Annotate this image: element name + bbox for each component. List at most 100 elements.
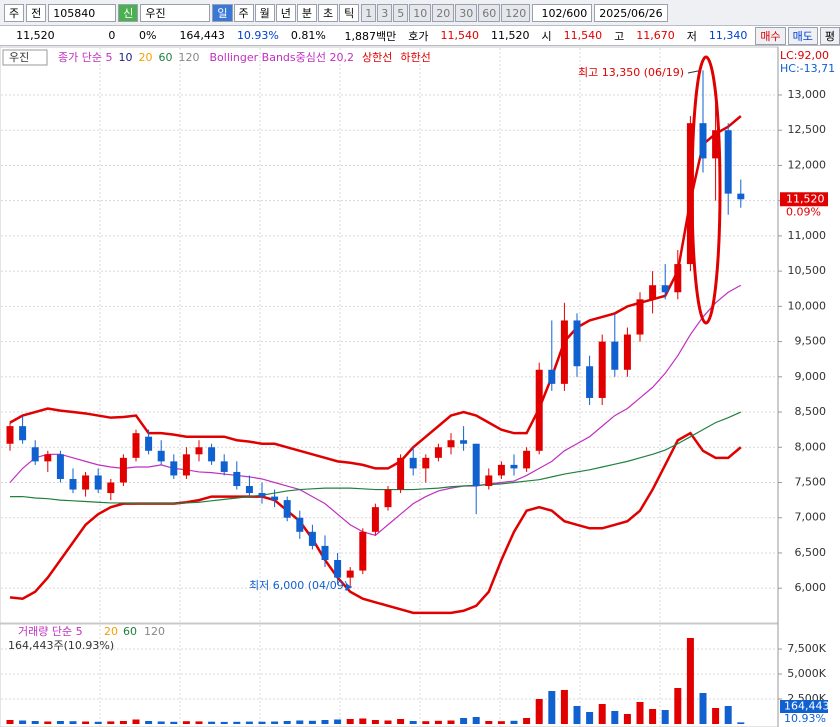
candle-body [182,454,190,476]
candle-body [460,440,468,444]
volume-bar [346,719,354,724]
period-button[interactable]: 년 [275,3,296,22]
sell-button[interactable]: 매도 [787,26,818,45]
legend-box [2,49,48,66]
volume-bar [359,718,367,724]
buy-button[interactable]: 매수 [755,26,786,45]
corner-label: HC:-13,71 [780,62,835,75]
date[interactable]: 2025/06/26 [594,3,668,22]
candle-body [636,299,644,335]
volume-bar [6,720,14,724]
stock-name[interactable]: 우진 [140,3,211,22]
candle-body [132,433,140,458]
indicator-line [9,115,742,470]
volume-bar [258,721,266,724]
volume-bar [523,718,531,724]
amount: 1,887백만 [344,29,397,43]
volume-bar [308,720,316,724]
volume-bar [145,721,153,724]
legend-item: Bollinger Bands중심선 20,2 [209,51,354,64]
interval-button[interactable]: 1 [361,3,377,22]
interval-button[interactable]: 30 [455,3,478,22]
y-tick-label: 7,000 [795,511,827,524]
period-button[interactable]: 틱 [339,3,360,22]
candle-body [195,447,203,455]
avg-button[interactable]: 평 [819,26,840,45]
candle-body [82,475,90,490]
count[interactable]: 102/600 [532,3,593,22]
y-tick-label: 13,000 [788,88,827,101]
indicator-line [10,411,742,505]
volume-bar [233,721,241,724]
candle-body [170,461,178,476]
volume-bar [220,721,228,724]
period-button[interactable]: 일 [212,3,233,22]
volume: 164,443 [179,29,225,42]
period-button[interactable]: 월 [254,3,275,22]
candle-body [409,457,417,469]
code[interactable]: 105840 [48,3,117,22]
candle-body [422,457,430,469]
legend-name: 우진 [9,51,29,64]
volume-bar [19,720,27,724]
price-tag-label: 11,520 [786,192,825,205]
candle-body [560,320,568,384]
volume-bar [334,719,342,724]
high: 11,670 [636,29,675,42]
candle-body [535,369,543,451]
interval-button[interactable]: 60 [478,3,501,22]
interval-button[interactable]: 20 [432,3,455,22]
candle-body [485,475,493,487]
interval-button[interactable]: 3 [377,3,393,22]
volume-bar [271,721,279,724]
candle-body [447,440,455,448]
market[interactable]: 주 [4,3,25,22]
candle-body [258,493,266,497]
volume-bar [82,721,90,724]
volume-bar [460,718,468,724]
candle-body [44,454,52,462]
volume-bar [510,720,518,724]
interval-button[interactable]: 120 [501,3,531,22]
low-annotation: 최저 6,000 (04/09) [249,579,348,592]
volume-bar [208,721,216,724]
interval-button[interactable]: 10 [409,3,432,22]
volume-legend: 60 [123,625,137,638]
volume-bar [31,721,39,724]
candle-body [586,366,594,398]
high-label: 고 [614,29,625,43]
candle-body [233,471,241,487]
candle-body [371,507,379,532]
volume-bar [686,638,694,724]
period-button[interactable]: 주 [233,3,254,22]
volume-legend: 120 [144,625,165,638]
volume-bar [712,708,720,724]
interval-button[interactable]: 5 [393,3,409,22]
candle-body [107,482,115,494]
candle-body [598,341,606,398]
volume-tag-label: 164,443 [784,700,830,713]
volume-bar [195,721,203,724]
open: 11,540 [563,29,603,42]
volume-legend: 거래량 단순 5 [18,625,83,638]
volume-bar [44,721,52,724]
quote-bar: 11,520 0 0% 164,443 10.93% 0.81% 1,887백만… [0,26,840,46]
volume-bar [611,711,619,724]
new[interactable]: 신 [118,3,139,22]
candle-body [724,130,732,194]
volume-bar [157,721,165,724]
volume-bar [182,721,190,724]
volume-bar [649,709,657,724]
volume-bar [119,721,127,724]
prev[interactable]: 전 [26,3,47,22]
period-button[interactable]: 초 [318,3,339,22]
intervals: 1 3 5 10 20 30 60 120 [361,3,531,22]
candle-body [321,545,329,560]
y-tick-label: 12,000 [788,158,827,171]
bid: 11,520 [490,29,530,42]
v-grid [99,48,661,727]
period-button[interactable]: 분 [296,3,317,22]
volume-bar [384,720,392,724]
corner-label: LC:92,00 [780,49,829,62]
